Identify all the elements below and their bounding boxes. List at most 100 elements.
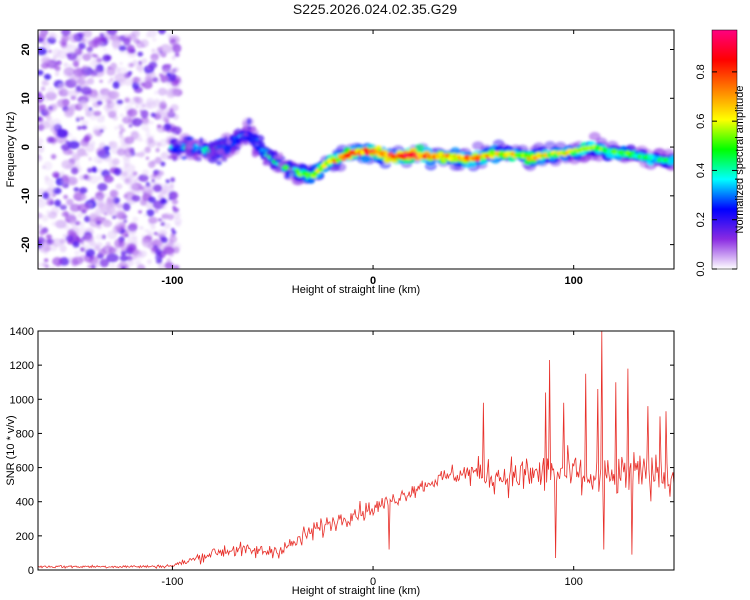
- noise-blob: [88, 213, 99, 222]
- noise-blob: [62, 68, 73, 78]
- noise-blob: [63, 194, 68, 200]
- noise-blob: [138, 151, 145, 158]
- noise-blob: [72, 240, 80, 248]
- noise-blob: [138, 174, 149, 182]
- noise-blob: [69, 33, 79, 43]
- noise-blob: [132, 249, 142, 258]
- noise-blob: [103, 67, 108, 72]
- noise-blob: [116, 148, 126, 156]
- noise-blob: [111, 35, 122, 44]
- noise-blob: [38, 155, 41, 160]
- noise-blob: [79, 79, 89, 89]
- ridge-blob: [254, 145, 261, 152]
- noise-blob: [51, 155, 56, 159]
- noise-blob: [91, 53, 96, 58]
- noise-blob: [48, 265, 56, 269]
- ridge-blob: [170, 139, 177, 147]
- noise-blob: [129, 173, 136, 179]
- noise-blob: [141, 184, 154, 194]
- spectrogram-frame: [37, 29, 675, 270]
- noise-blob: [38, 104, 43, 113]
- noise-blob: [119, 62, 123, 65]
- noise-blob: [141, 58, 148, 64]
- spectrogram-marks: [38, 30, 674, 269]
- noise-blob: [121, 262, 126, 266]
- noise-blob: [118, 45, 127, 52]
- noise-blob: [96, 147, 106, 157]
- snr-series-line: [38, 331, 674, 569]
- noise-blob: [168, 241, 174, 246]
- noise-blob: [116, 203, 124, 209]
- noise-blob: [115, 183, 123, 190]
- noise-blob: [78, 42, 86, 50]
- noise-blob: [148, 61, 158, 69]
- ridge-blob: [269, 164, 277, 170]
- ridge-blob: [288, 164, 294, 169]
- noise-blob: [148, 216, 158, 224]
- noise-blob: [38, 37, 44, 43]
- ridge-blob: [273, 159, 280, 163]
- noise-blob: [124, 51, 128, 55]
- noise-blob: [63, 108, 74, 118]
- noise-blob: [82, 234, 94, 243]
- noise-blob: [74, 249, 81, 256]
- noise-blob: [103, 47, 107, 51]
- noise-blob: [126, 44, 135, 54]
- colorbar-ticks: 0.0 0.2 0.4 0.6 0.8: [695, 64, 737, 277]
- noise-blob: [119, 113, 125, 118]
- noise-blob: [109, 263, 116, 269]
- noise-blob: [54, 126, 59, 130]
- noise-blob: [82, 64, 89, 71]
- noise-blob: [48, 33, 58, 40]
- noise-blob: [119, 131, 123, 135]
- snr-y-axis-label: SNR (10 * v/v): [5, 415, 17, 485]
- noise-blob: [69, 203, 81, 212]
- ridge-blob: [177, 139, 184, 145]
- noise-blob: [81, 37, 86, 43]
- noise-blob: [110, 91, 118, 99]
- noise-blob: [120, 250, 127, 256]
- snr-x-axis-label: Height of straight line (km): [292, 585, 420, 597]
- ridge-blob: [208, 141, 215, 148]
- noise-blob: [118, 124, 124, 130]
- noise-blob: [147, 231, 154, 236]
- noise-blob: [105, 241, 111, 246]
- noise-blob: [44, 119, 54, 128]
- noise-blob: [65, 235, 74, 242]
- noise-blob: [171, 211, 181, 219]
- noise-blob: [96, 70, 103, 77]
- noise-blob: [44, 178, 55, 186]
- noise-blob: [160, 203, 167, 210]
- y-tick-label: 20: [20, 43, 32, 55]
- ridge-blob: [277, 161, 283, 168]
- ridge-blob: [216, 160, 222, 166]
- noise-blob: [146, 259, 152, 265]
- noise-blob: [41, 80, 50, 86]
- noise-blob: [141, 234, 146, 239]
- noise-blob: [67, 257, 73, 261]
- ridge-blob: [219, 139, 224, 145]
- noise-blob: [103, 104, 111, 111]
- x-tick-label: -100: [161, 576, 183, 588]
- noise-blob: [80, 86, 92, 95]
- noise-blob: [81, 197, 86, 202]
- noise-blob: [148, 120, 154, 125]
- colorbar-gradient: [711, 29, 738, 270]
- noise-blob: [102, 154, 110, 160]
- noise-blob: [83, 174, 89, 180]
- noise-blob: [88, 157, 92, 161]
- ridge-blob: [277, 152, 284, 160]
- noise-blob: [97, 183, 108, 191]
- noise-blob: [170, 177, 176, 183]
- noise-blob: [60, 143, 71, 151]
- ridge-blob: [251, 137, 259, 143]
- ridge-blob: [266, 151, 271, 156]
- noise-blob: [119, 128, 126, 133]
- noise-blob: [108, 159, 117, 169]
- noise-blob: [146, 209, 155, 217]
- noise-blob: [80, 242, 85, 246]
- noise-blob: [172, 205, 177, 210]
- noise-blob: [60, 179, 68, 185]
- noise-blob: [41, 56, 51, 64]
